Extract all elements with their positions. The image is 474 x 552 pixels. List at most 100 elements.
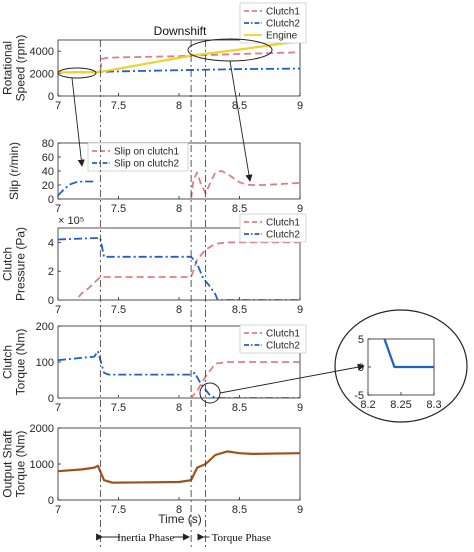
output-xtick-label: 7.5: [111, 504, 126, 516]
output-xtick-label: 8.5: [232, 504, 247, 516]
torque-ylabel: Clutch: [1, 345, 15, 379]
slip-legend-label: Slip on clutch2: [114, 159, 179, 170]
speed-xtick-label: 7.5: [111, 100, 126, 112]
torque-series-clutch1: [58, 361, 300, 398]
callout-ellipse-left: [57, 67, 97, 79]
torque-xtick-label: 8.5: [232, 402, 247, 414]
inset-ytick-label: 0: [358, 362, 364, 374]
pressure-xtick-label: 9: [297, 304, 303, 316]
inset-xtick-label: 8.3: [426, 399, 441, 411]
pressure-legend-label: Clutch2: [266, 230, 300, 241]
speed-xtick-label: 8: [176, 100, 182, 112]
slip-series-slip-on-clutch1: [190, 170, 300, 199]
speed-legend-label: Clutch2: [266, 19, 300, 30]
slip-ylabel: Slip (r/min): [7, 142, 21, 200]
speed-xtick-label: 9: [297, 100, 303, 112]
torque-xtick-label: 7: [55, 402, 61, 414]
slip-xtick-label: 8.5: [232, 203, 247, 215]
speed-ytick-label: 4000: [30, 46, 54, 58]
pressure-xtick-label: 8: [176, 304, 182, 316]
inset-series-line: [383, 339, 434, 369]
output-xtick-label: 7: [55, 504, 61, 516]
output-ytick-label: 2000: [30, 423, 54, 435]
callout-arrow-left: [71, 77, 85, 167]
slip-legend-label: Slip on clutch1: [114, 147, 179, 158]
pressure-xtick-label: 8.5: [232, 304, 247, 316]
inset-xtick-label: 8.2: [360, 399, 375, 411]
torque-phase-label: Torque Phase: [212, 532, 272, 544]
inset-xtick-label: 8.25: [390, 399, 411, 411]
figure-title: Downshift: [154, 24, 207, 38]
speed-series-clutch1: [58, 51, 300, 74]
output-xtick-label: 8: [176, 504, 182, 516]
slip-chart: 7 7.5 8 8.5 9 0 20 40 60 80 Slip (r/min) Slip on cl…: [7, 138, 303, 215]
torque-xtick-label: 8: [176, 402, 182, 414]
speed-ylabel: Rotational: [1, 41, 15, 95]
slip-ytick-label: 60: [42, 152, 54, 164]
speed-ylabel: Speed (rpm): [14, 35, 28, 102]
pressure-series-group: [58, 237, 300, 300]
torque-legend-box: [239, 324, 307, 354]
inset-ytick-label: 5: [358, 334, 364, 346]
torque-ytick-label: 0: [48, 393, 54, 405]
speed-plot-area: [57, 39, 301, 97]
output-ylabel: Output Shaft: [1, 430, 15, 498]
pressure-xtick-label: 7.5: [111, 304, 126, 316]
slip-ytick-label: 40: [42, 166, 54, 178]
pressure-legend-label: Clutch1: [266, 218, 300, 229]
inertia-phase-label: Inertia Phase: [117, 532, 174, 544]
callout-arrows: [57, 38, 365, 404]
torque-ytick-label: 200: [36, 321, 54, 333]
slip-xtick-label: 8: [176, 203, 182, 215]
torque-xtick-label: 9: [297, 402, 303, 414]
callout-arrow-right: [229, 60, 253, 182]
torque-xtick-label: 7.5: [111, 402, 126, 414]
slip-legend-box: [87, 142, 189, 172]
speed-xtick-label: 8.5: [232, 100, 247, 112]
inset-ytick-label: -5: [354, 390, 364, 402]
pressure-chart: 7 7.5 8 8.5 9 0 2 4 × 10⁵ Clutch Pressure (Pa) Clut…: [1, 213, 307, 316]
slip-ytick-label: 0: [48, 194, 54, 206]
slip-series-slip-on-clutch2: [58, 180, 95, 197]
output-ytick-label: 1000: [30, 459, 54, 471]
inset-chart: 8.2 8.25 8.3 -5 0 5: [354, 334, 441, 411]
output-ytick-label: 0: [48, 495, 54, 507]
pressure-ylabel: Pressure (Pa): [14, 227, 28, 301]
pressure-ylabel: Clutch: [1, 247, 15, 281]
torque-legend-label: Clutch1: [266, 329, 300, 340]
torque-ytick-label: 100: [36, 357, 54, 369]
zoom-arrow: [219, 363, 365, 394]
pressure-ytick-label: 2: [48, 266, 54, 278]
slip-ytick-label: 20: [42, 180, 54, 192]
pressure-series-clutch2: [58, 237, 300, 300]
output-xtick-label: 9: [297, 504, 303, 516]
inset-series-group: [383, 339, 434, 369]
pressure-ytick-label: 4: [48, 237, 54, 249]
torque-series-group: [58, 350, 300, 398]
speed-ytick-label: 0: [48, 91, 54, 103]
speed-ytick-label: 2000: [30, 69, 54, 81]
speed-xtick-label: 7: [55, 100, 61, 112]
slip-series-group: [58, 170, 300, 199]
pressure-ytick-label: 0: [48, 295, 54, 307]
pressure-xtick-label: 7: [55, 304, 61, 316]
pressure-exponent: × 10⁵: [58, 215, 84, 227]
slip-ytick-label: 80: [42, 138, 54, 150]
speed-legend-label: Engine: [266, 31, 298, 42]
speed-legend-label: Clutch1: [266, 7, 300, 18]
slip-xtick-label: 9: [297, 203, 303, 215]
torque-chart: 7 7.5 8 8.5 9 0 100 200 Clutch Torque (Nm) Clutch1…: [1, 321, 307, 414]
pressure-legend-box: [239, 213, 307, 243]
slip-xtick-label: 7: [55, 203, 61, 215]
torque-ylabel: Torque (Nm): [14, 329, 28, 396]
torque-legend-label: Clutch2: [266, 341, 300, 352]
output-chart: 7 7.5 8 8.5 9 0 1000 2000 Output Shaft Torque (Nm…: [1, 423, 304, 516]
slip-xtick-label: 7.5: [111, 203, 126, 215]
output-ylabel: Torque (Nm): [14, 431, 28, 498]
